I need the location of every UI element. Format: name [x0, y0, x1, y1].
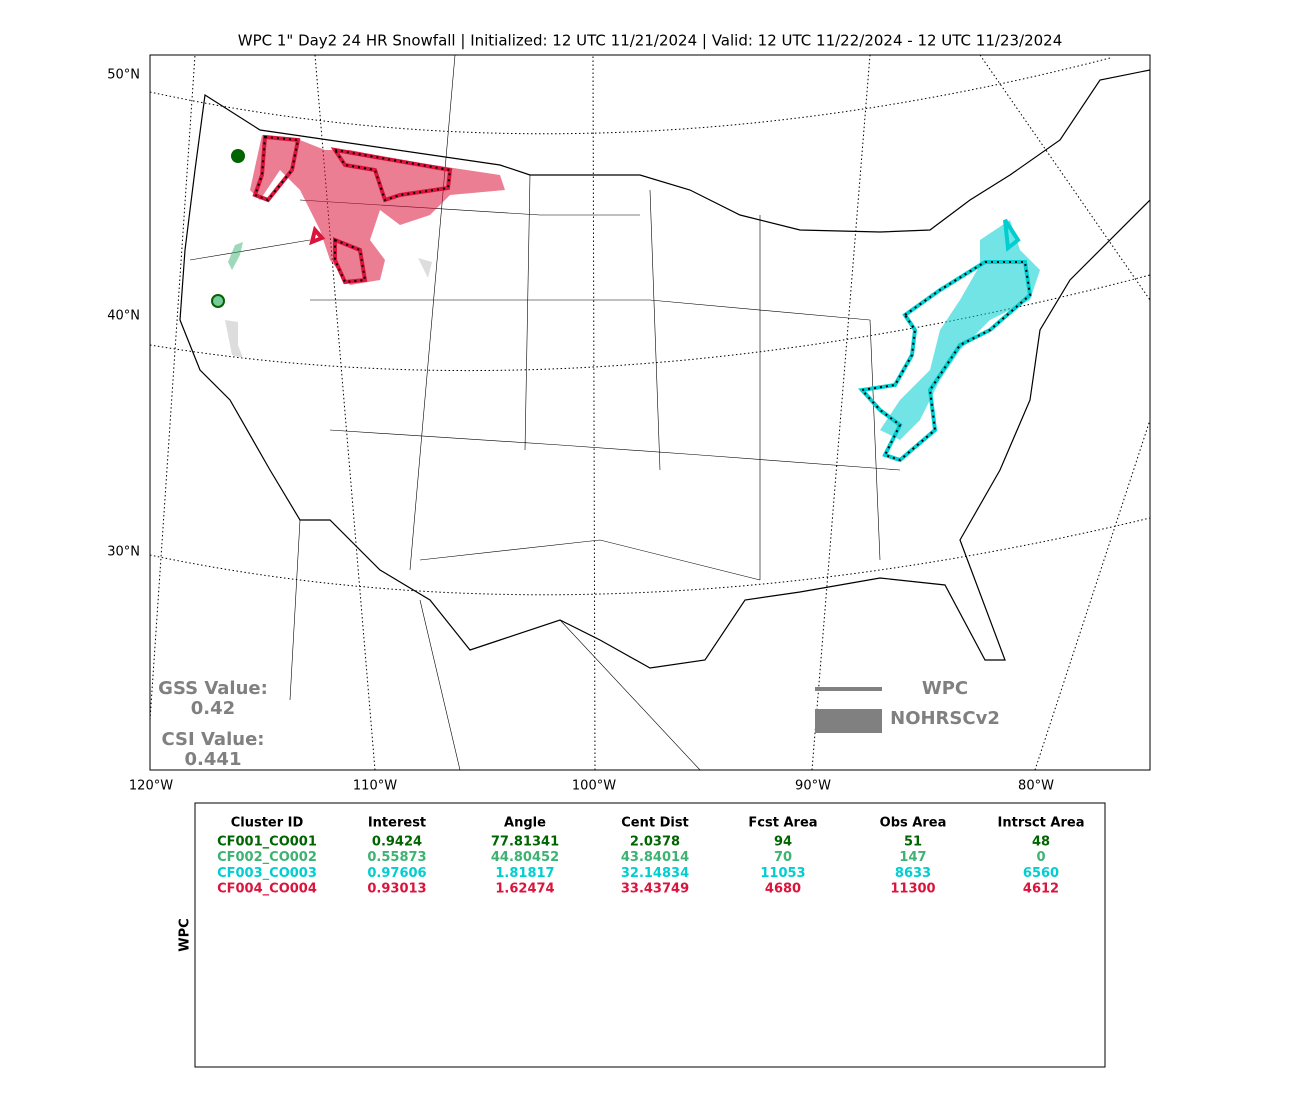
column-header: Fcst Area [748, 816, 817, 831]
column-header: Cent Dist [621, 816, 689, 831]
fcst-dots [860, 261, 1032, 462]
csi-label: CSI Value: [162, 729, 265, 750]
column-header: Obs Area [880, 816, 947, 831]
table-cell: 8633 [895, 866, 931, 881]
side-label: WPC [178, 918, 193, 951]
lon-label: 90°W [795, 779, 831, 794]
table-cell: 44.80452 [491, 850, 559, 865]
lon-label: 80°W [1018, 779, 1054, 794]
table-cell: 94 [774, 835, 792, 850]
table-cell: 70 [774, 850, 792, 865]
fcst-dots [253, 135, 452, 284]
gss-value: 0.42 [191, 698, 235, 719]
lon-label: 110°W [353, 779, 397, 794]
table-cell: CF001_CO001 [217, 835, 317, 850]
column-header: Intrsct Area [998, 816, 1085, 831]
table-cell: 0.55873 [367, 850, 426, 865]
table-cell: 77.81341 [491, 835, 559, 850]
table-cell: 32.14834 [621, 866, 689, 881]
table-cell: 11300 [890, 882, 935, 897]
column-header: Angle [504, 816, 546, 831]
table-cell: 11053 [760, 866, 805, 881]
legend-label: NOHRSCv2 [890, 708, 1000, 729]
table-cell: 4612 [1023, 882, 1059, 897]
gss-label: GSS Value: [158, 678, 268, 699]
title: WPC 1" Day2 24 HR Snowfall | Initialized… [238, 32, 1063, 50]
obs-area [880, 220, 1040, 440]
column-header: Cluster ID [231, 816, 304, 831]
table-cell: 43.84014 [621, 850, 689, 865]
parallel [150, 274, 1150, 372]
table-cell: CF003_CO003 [217, 866, 317, 881]
lat-label: 50°N [107, 68, 140, 83]
cluster-area [228, 242, 243, 270]
cluster-area [211, 294, 225, 308]
lon-label: 100°W [572, 779, 616, 794]
obs-area [250, 135, 505, 285]
table-cell: 1.81817 [495, 866, 554, 881]
table-cell: 6560 [1023, 866, 1059, 881]
table-cell: CF002_CO002 [217, 850, 317, 865]
legend-label: WPC [922, 678, 968, 699]
table-cell: 0.93013 [367, 882, 426, 897]
table-cell: 0.9424 [372, 835, 422, 850]
table-cell: 33.43749 [621, 882, 689, 897]
table-cell: 2.0378 [630, 835, 680, 850]
lon-label: 120°W [129, 779, 173, 794]
column-header: Interest [368, 816, 426, 831]
table-cell: 0.97606 [367, 866, 426, 881]
table-cell: CF004_CO004 [217, 882, 317, 897]
table-cell: 1.62474 [495, 882, 554, 897]
legend-swatch [815, 709, 882, 733]
table-cell: 0 [1036, 850, 1045, 865]
lat-label: 40°N [107, 309, 140, 324]
table-cell: 4680 [765, 882, 801, 897]
coastline [179, 69, 1150, 669]
meridian [150, 55, 1150, 770]
table-cell: 48 [1032, 835, 1050, 850]
boundary [189, 55, 901, 770]
map: WPC NOHRSCv2 GSS Value: 0.42 CSI Value: … [149, 54, 1151, 771]
table-frame [194, 802, 1106, 1068]
cluster-area [231, 149, 245, 163]
csi-value: 0.441 [185, 749, 242, 770]
table-cell: 147 [899, 850, 926, 865]
lat-label: 30°N [107, 545, 140, 560]
table-cell: 51 [904, 835, 922, 850]
